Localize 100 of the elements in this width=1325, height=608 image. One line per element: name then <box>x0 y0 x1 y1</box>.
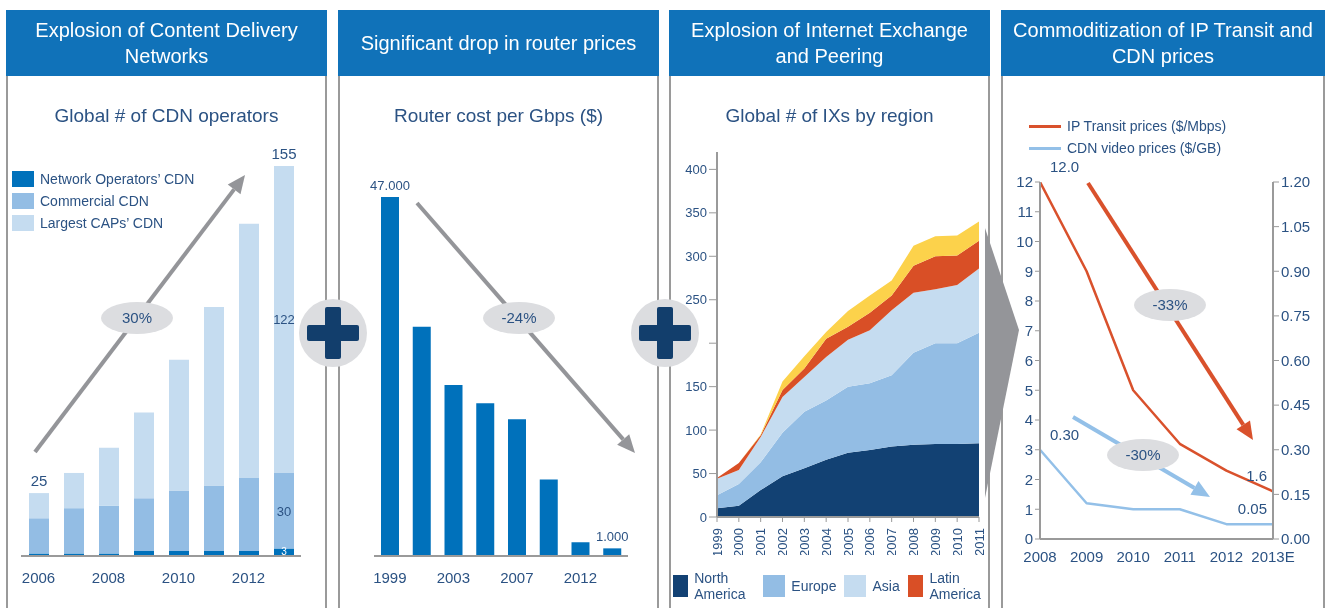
legend-label: Network Operators’ CDN <box>40 171 195 187</box>
legend-label: Latin America <box>929 570 981 602</box>
bar <box>29 518 49 554</box>
bar <box>444 384 463 556</box>
y-tick-label: 350 <box>685 205 707 221</box>
x-tick-label: 2013E <box>1251 547 1295 565</box>
y-tick-label: 100 <box>685 422 707 438</box>
annotation: -33% <box>1152 296 1188 313</box>
x-tick-label: 2006 <box>21 568 56 586</box>
y-tick-label: 150 <box>685 379 707 395</box>
bar <box>381 197 399 556</box>
y-tick-label: 4 <box>1024 411 1033 429</box>
bar <box>412 326 431 556</box>
data-label: 0.05 <box>1237 500 1267 518</box>
x-tick-label: 1999 <box>373 568 407 586</box>
bar <box>204 306 224 486</box>
data-label: 1.6 <box>1246 467 1267 485</box>
bar <box>204 485 224 551</box>
bar <box>169 359 189 491</box>
y-tick-label: 11 <box>1017 203 1033 221</box>
y-tick-label: 12 <box>1016 173 1033 191</box>
legend-label: North America <box>694 570 746 602</box>
y-tick-label: 250 <box>685 292 707 308</box>
bar <box>134 498 154 551</box>
x-tick-label: 2012 <box>1209 547 1244 565</box>
x-tick-label: 2003 <box>436 568 471 586</box>
data-label: 0.30 <box>1050 425 1080 443</box>
y-tick-label: 5 <box>1024 381 1033 399</box>
legend-label: IP Transit prices ($/Mbps) <box>1067 118 1227 134</box>
y2-tick-label: 0.45 <box>1281 396 1311 414</box>
y-tick-label: 0 <box>699 509 707 525</box>
data-label: 30 <box>276 503 292 519</box>
chart-subtitle: Router cost per Gbps ($) <box>393 105 604 126</box>
bar <box>134 412 154 499</box>
chart-subtitle: Global # of CDN operators <box>54 105 279 126</box>
x-tick-label: 2008 <box>1023 547 1057 565</box>
legend-label: CDN video prices ($/GB) <box>1067 140 1222 156</box>
line-series <box>1038 448 1275 526</box>
bar <box>64 472 84 509</box>
bar <box>539 479 558 556</box>
data-label: 1.000 <box>595 529 629 545</box>
x-tick-label: 2012 <box>231 568 266 586</box>
data-label: 3 <box>281 546 288 557</box>
legend-label: Europe <box>791 578 837 594</box>
y2-tick-label: 1.20 <box>1281 173 1311 191</box>
y-tick-label: 6 <box>1024 351 1033 369</box>
data-label: 12.0 <box>1050 158 1080 175</box>
x-tick-label: 2010 <box>1116 547 1150 565</box>
y-tick-label: 50 <box>692 466 707 482</box>
x-tick-label: 2009 <box>1069 547 1104 565</box>
legend-label: Asia <box>872 578 900 594</box>
bar <box>29 493 49 519</box>
annotation: -24% <box>501 309 537 326</box>
bar <box>64 508 84 554</box>
legend-label: Commercial CDN <box>40 193 149 209</box>
y2-tick-label: 0.90 <box>1281 262 1311 280</box>
chart-subtitle: Global # of IXs by region <box>725 105 934 126</box>
y-tick-label: 9 <box>1024 262 1033 280</box>
y-tick-label: 300 <box>685 248 707 264</box>
chart-title: Significant drop in router prices <box>360 31 637 56</box>
data-label: 122 <box>273 312 295 328</box>
x-tick-label: 2011 <box>971 528 987 556</box>
y2-tick-label: 0.30 <box>1281 441 1311 459</box>
y2-tick-label: 0.75 <box>1281 307 1311 325</box>
total-label: 25 <box>30 472 48 490</box>
y2-tick-label: 0.15 <box>1281 485 1311 503</box>
annotation: -30% <box>1125 446 1161 463</box>
bar <box>169 490 189 551</box>
x-tick-label: 2008 <box>91 568 126 586</box>
y-tick-label: 400 <box>685 162 707 177</box>
bar <box>508 419 526 556</box>
chart-title: Explosion of Internet Exchange and Peering <box>690 18 969 69</box>
data-label: 47.000 <box>370 178 410 193</box>
x-tick-label: 2011 <box>1163 547 1196 565</box>
bar <box>274 472 294 549</box>
x-tick-label: 2010 <box>161 568 196 586</box>
y-tick-label: 3 <box>1024 441 1033 459</box>
y-tick-label: 2 <box>1024 470 1033 488</box>
bar <box>239 223 259 478</box>
chart-title: Commoditization of IP Transit and CDN prices <box>1012 18 1314 69</box>
annotation: 30% <box>121 309 153 326</box>
bar <box>274 166 294 473</box>
y2-tick-label: 0.60 <box>1281 351 1311 369</box>
x-tick-label: 2012 <box>563 568 598 586</box>
y2-tick-label: 0.00 <box>1281 530 1311 548</box>
bar <box>571 542 590 556</box>
y2-tick-label: 1.05 <box>1281 217 1311 235</box>
y-tick-label: 8 <box>1024 292 1033 310</box>
legend-label: Largest CAPs’ CDN <box>40 215 164 231</box>
bar <box>239 478 259 551</box>
total-label: 155 <box>271 145 297 162</box>
y-tick-label: 10 <box>1016 232 1033 250</box>
x-tick-label: 2007 <box>500 568 534 586</box>
bar <box>603 548 622 556</box>
bar <box>99 447 119 506</box>
y-tick-label: 7 <box>1024 322 1033 340</box>
chart-title: Explosion of Content Delivery Networks <box>34 18 299 69</box>
line-series <box>1038 182 1275 493</box>
y-tick-label: 1 <box>1024 500 1033 518</box>
y-tick-label: 0 <box>1024 530 1033 548</box>
